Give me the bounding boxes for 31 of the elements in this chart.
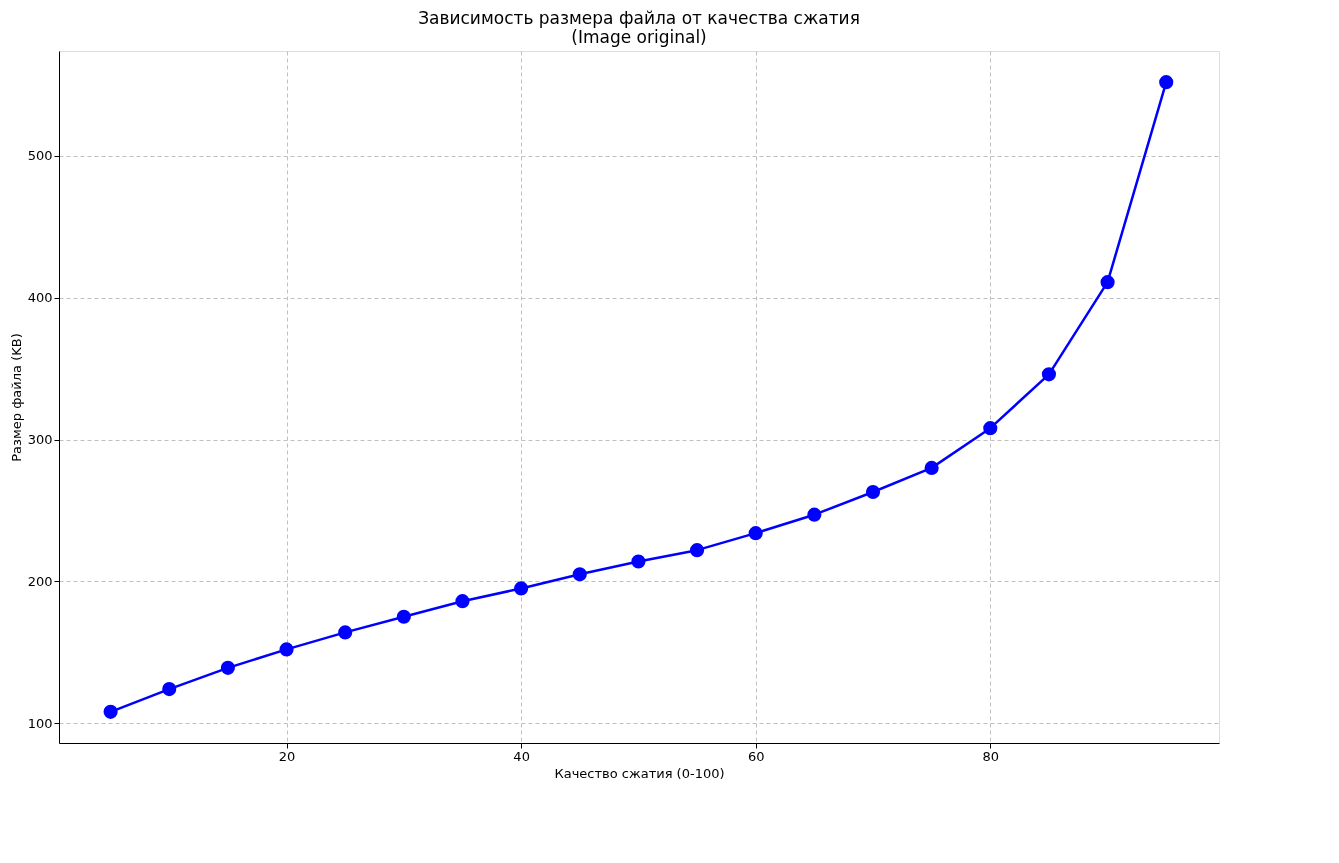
point [279,642,294,657]
point [983,421,998,436]
point [162,682,177,697]
point [338,625,353,640]
x-axis-title: Качество сжатия (0-100) [554,765,725,781]
point [103,704,118,719]
point [1159,75,1174,90]
y-tick-label: 300 [27,432,53,448]
point [514,581,529,596]
x-tick-label: 20 [278,748,296,764]
point [220,660,235,675]
point [807,507,822,522]
point [1041,367,1056,382]
point [689,543,705,558]
point [1100,275,1115,290]
point [865,484,881,500]
x-tick-label: 40 [513,748,530,764]
point [631,554,646,569]
y-tick-label: 400 [27,290,53,306]
point [748,526,763,541]
y-tick-label: 100 [27,715,53,731]
y-tick-label: 200 [27,573,53,589]
point [455,594,470,609]
point [396,609,411,624]
x-tick-label: 80 [982,748,1000,764]
y-tick-label: 500 [27,148,53,164]
x-tick-label: 60 [747,748,765,764]
y-axis-title: Размер файла (KB) [8,333,24,462]
chart-title: Зависимость размера файла от качества сжатия (Image original) [418,8,860,47]
point [924,460,939,475]
point [572,567,587,582]
